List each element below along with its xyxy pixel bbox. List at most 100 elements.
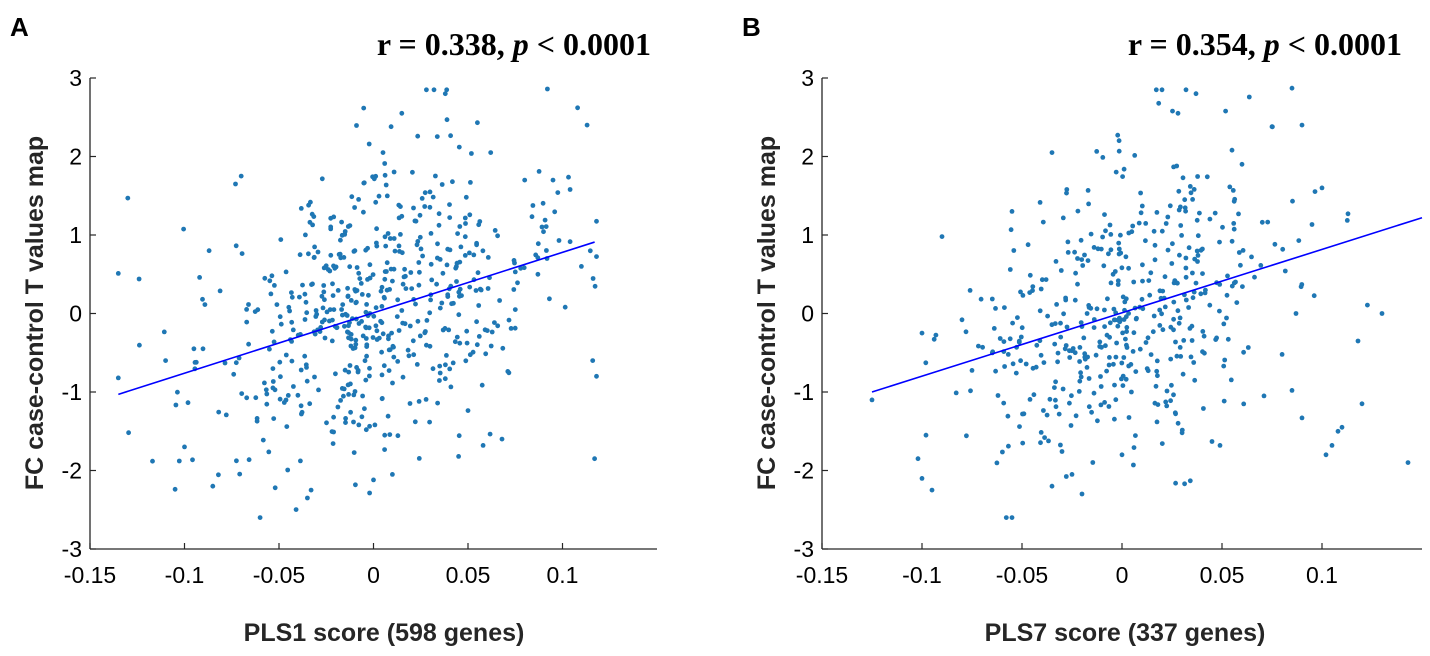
panel-a-data-point — [175, 389, 180, 395]
panel-b-data-point — [1043, 277, 1049, 282]
panel-b-data-point — [1165, 247, 1171, 253]
panel-a-data-point — [351, 419, 356, 425]
panel-b-data-point — [1202, 290, 1208, 296]
panel-b-data-point — [1094, 306, 1100, 312]
panel-b-data-point — [1078, 374, 1084, 380]
panel-a-data-point — [298, 206, 304, 211]
panel-b-data-point — [1182, 197, 1188, 203]
panel-a-data-point — [283, 352, 289, 358]
panel-a-data-point — [512, 269, 518, 275]
panel-b-data-point — [1182, 481, 1187, 487]
panel-b-data-point — [1113, 397, 1119, 403]
panel-a-data-point — [309, 211, 315, 217]
panel-b-data-point — [1280, 246, 1286, 252]
panel-a-data-point — [313, 314, 319, 319]
panel-b-data-point — [1102, 307, 1107, 313]
panel-a-data-point — [374, 226, 379, 232]
panel-b-data-point — [1178, 223, 1184, 228]
panel-a-data-point — [274, 302, 280, 307]
panel-b-data-point — [1094, 149, 1100, 154]
panel-b-data-point — [1023, 361, 1029, 367]
panel-b-data-point — [1144, 366, 1150, 371]
panel-a-data-point — [451, 300, 456, 306]
panel-b-data-point — [1173, 339, 1178, 345]
panel-b-data-point — [1099, 344, 1104, 350]
panel-a-data-point — [136, 276, 142, 282]
panel-a-data-point — [437, 378, 442, 383]
panel-a-y-tick-label: 2 — [69, 144, 82, 170]
panel-b-data-point — [1225, 336, 1231, 342]
panel-b-data-point — [919, 330, 925, 336]
panel-b-data-point — [1231, 226, 1237, 232]
panel-a-data-point — [456, 312, 462, 318]
panel-b-data-point — [1190, 197, 1195, 202]
panel-b-x-tick-label: 0 — [1116, 562, 1129, 588]
panel-b-data-point — [1027, 290, 1033, 295]
panel-a-data-point — [345, 285, 350, 291]
panel-b-stats: r = 0.354, p < 0.0001 — [1128, 26, 1402, 62]
panel-b-data-point — [1049, 150, 1055, 156]
panel-b-data-point — [1007, 336, 1013, 342]
panel-a-data-point — [351, 450, 357, 455]
panel-a-data-point — [376, 193, 382, 199]
panel-a-data-point — [373, 323, 379, 329]
panel-b-data-point — [1217, 239, 1222, 245]
panel-b-data-point — [919, 476, 925, 481]
panel-b-data-point — [1098, 402, 1104, 408]
panel-b-data-point — [1157, 323, 1163, 328]
panel-b-data-point — [1152, 257, 1158, 263]
panel-b-data-point — [1240, 284, 1245, 289]
panel-a-data-point — [429, 277, 435, 283]
panel-b-data-point — [1046, 438, 1051, 444]
panel-a-data-point — [338, 398, 343, 403]
panel-a-data-point — [150, 458, 155, 464]
panel-a-data-point — [312, 374, 317, 380]
panel-a-data-point — [373, 305, 379, 311]
panel-b-data-point — [1311, 293, 1317, 299]
panel-b-data-point — [1038, 430, 1044, 435]
panel-a-data-point — [262, 380, 267, 386]
panel-a-data-point — [506, 370, 512, 376]
panel-a-data-point — [244, 307, 250, 312]
panel-a-data-point — [342, 323, 347, 329]
panel-a-data-point — [462, 215, 468, 221]
panel-a-data-point — [354, 299, 359, 305]
panel-a-data-point — [483, 351, 489, 357]
panel-b-data-point — [1231, 221, 1237, 226]
panel-a-data-point — [339, 307, 344, 312]
panel-a-data-point — [395, 433, 401, 439]
panel-a-x-tick-label: -0.15 — [64, 562, 116, 588]
panel-a-data-point — [508, 326, 514, 331]
panel-a-data-point — [328, 224, 334, 230]
panel-a-data-point — [192, 360, 198, 365]
panel-b-data-point — [1150, 329, 1156, 335]
panel-b-data-point — [1209, 439, 1215, 444]
panel-b-y-axis-label: FC case-control T values map — [753, 136, 781, 490]
panel-b-data-point — [963, 329, 969, 335]
panel-a-data-point — [435, 255, 440, 261]
panel-a-data-point — [424, 87, 429, 93]
panel-b-data-point — [1002, 305, 1007, 310]
panel-a-data-point — [379, 320, 385, 326]
panel-a-y-tick-label: -3 — [62, 536, 82, 562]
panel-b-data-point — [1107, 320, 1113, 326]
panel-b-data-point — [1201, 333, 1207, 339]
panel-b-data-point — [1116, 240, 1122, 246]
panel-a-data-point — [487, 431, 493, 437]
panel-b-data-point — [1146, 278, 1152, 283]
panel-b-data-point — [1113, 354, 1119, 360]
panel-a-data-point — [289, 358, 295, 364]
panel-a-data-point — [268, 291, 274, 297]
panel-a-data-point — [422, 204, 428, 209]
panel-a-data-point — [370, 272, 376, 277]
panel-a-data-point — [388, 124, 394, 130]
panel-b-data-point — [1119, 265, 1125, 271]
panel-a-data-point — [400, 374, 406, 380]
panel-a-data-point — [427, 343, 433, 349]
panel-a-data-point — [442, 91, 448, 97]
panel-a-data-point — [380, 331, 386, 337]
panel-a-data-point — [474, 242, 479, 248]
panel-b-data-point — [1241, 349, 1246, 355]
panel-b-data-point — [1228, 377, 1234, 383]
panel-b-data-point — [1201, 406, 1206, 411]
